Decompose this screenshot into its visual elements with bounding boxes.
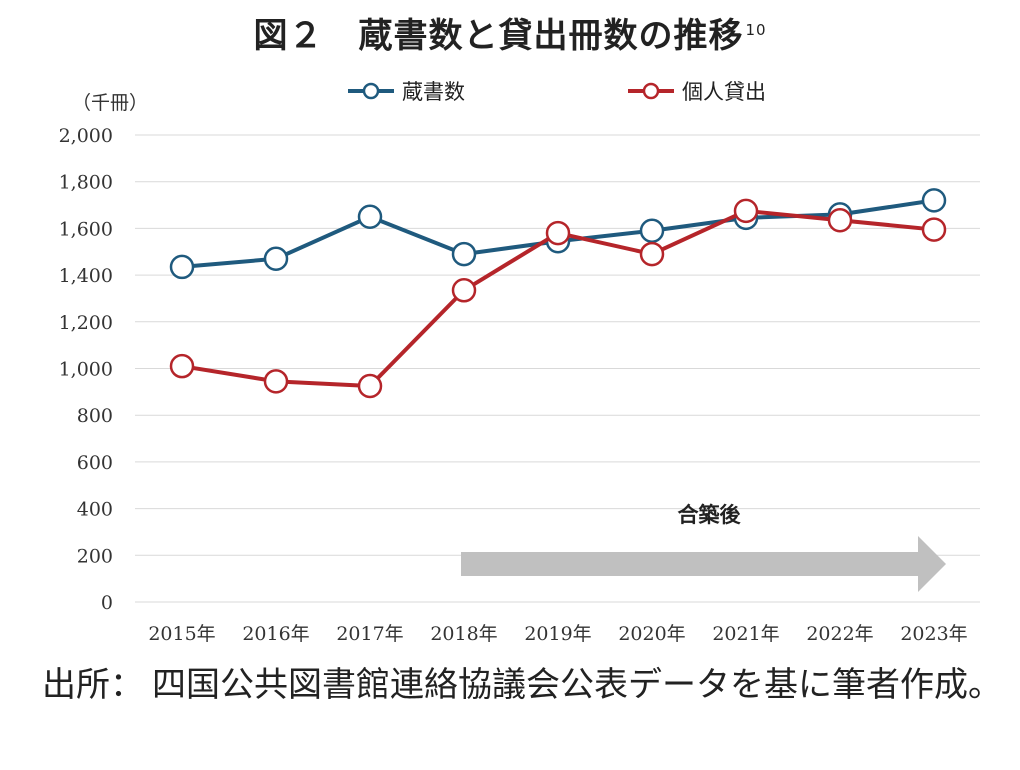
legend-label: 蔵書数 (402, 80, 465, 104)
legend-marker (362, 82, 380, 100)
data-point (451, 278, 477, 303)
legend-label: 個人貸出 (682, 80, 766, 104)
x-tick-label: 2019年 (524, 623, 591, 645)
data-point (921, 217, 947, 242)
y-tick-label: 200 (77, 545, 113, 567)
data-point (263, 246, 289, 272)
data-point (451, 241, 477, 267)
y-tick-label: 1,600 (59, 218, 113, 240)
period-arrow (461, 536, 946, 592)
x-tick-label: 2022年 (806, 623, 873, 645)
source-text: 四国公共図書館連絡協議会公表データを基に筆者作成。 (152, 665, 1002, 705)
data-point (639, 241, 665, 267)
data-point (545, 220, 571, 246)
y-axis-unit-label: （千冊） (72, 92, 148, 114)
chart-title-footnote: 10 (745, 20, 767, 39)
source-label: 出所： (42, 665, 144, 705)
y-tick-label: 1,000 (59, 359, 113, 381)
y-tick-label: 0 (101, 592, 113, 614)
data-point (169, 353, 195, 379)
y-tick-label: 2,000 (59, 125, 113, 147)
chart-title-text: 図２ 蔵書数と貸出冊数の推移 (253, 16, 744, 56)
y-tick-label: 1,800 (59, 172, 113, 194)
data-point (733, 198, 759, 224)
y-tick-label: 600 (77, 452, 113, 474)
period-arrow-label: 合築後 (678, 503, 742, 527)
y-tick-label: 1,200 (59, 312, 113, 334)
x-tick-label: 2021年 (712, 623, 779, 645)
x-tick-label: 2018年 (430, 623, 497, 645)
data-point (921, 188, 947, 213)
data-point (827, 207, 853, 233)
x-tick-label: 2015年 (148, 623, 215, 645)
chart-title: 図２ 蔵書数と貸出冊数の推移 10 (0, 8, 1020, 57)
x-tick-label: 2023年 (900, 623, 967, 645)
line-chart: 0 200 400 600 800 1,000 1,200 1,400 1,600 1,800 2,… (59, 80, 980, 645)
data-point (357, 204, 383, 229)
y-tick-label: 400 (77, 499, 113, 521)
x-tick-label: 2016年 (242, 623, 309, 645)
x-tick-label: 2020年 (618, 623, 685, 645)
legend-marker (642, 82, 660, 100)
data-point (357, 373, 383, 399)
x-tick-label: 2017年 (336, 623, 403, 645)
y-tick-label: 1,400 (59, 265, 113, 287)
data-point (263, 369, 289, 394)
data-point (169, 254, 195, 280)
y-tick-label: 800 (77, 405, 113, 427)
data-point (639, 218, 665, 243)
source-note: 出所： 四国公共図書館連絡協議会公表データを基に筆者作成。 (42, 660, 1002, 710)
